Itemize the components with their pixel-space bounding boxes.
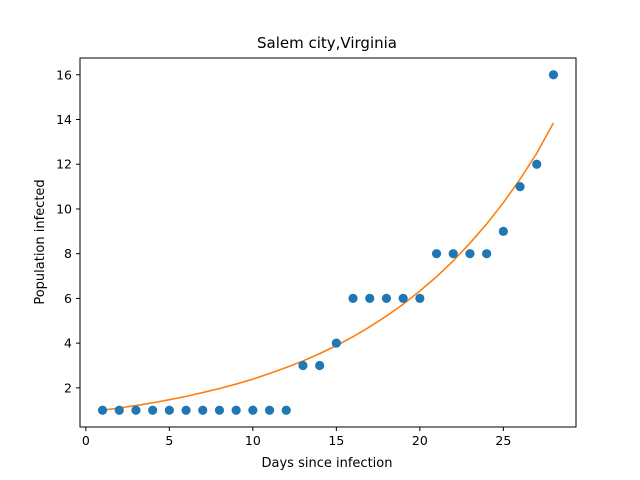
y-tick-label: 12 bbox=[56, 157, 72, 172]
data-point bbox=[148, 405, 158, 415]
data-point bbox=[548, 70, 559, 80]
x-tick-label: 20 bbox=[412, 433, 428, 448]
plot-frame bbox=[79, 57, 577, 428]
data-point bbox=[431, 249, 442, 259]
chart-title: Salem city,Virginia bbox=[257, 34, 397, 52]
y-tick-label: 8 bbox=[64, 246, 72, 261]
data-point bbox=[482, 249, 492, 259]
x-tick-label: 5 bbox=[165, 433, 173, 448]
data-point bbox=[515, 181, 525, 192]
y-tick-label: 2 bbox=[64, 380, 72, 395]
data-point bbox=[264, 405, 275, 415]
data-point bbox=[348, 293, 358, 304]
data-point bbox=[448, 249, 458, 259]
data-point bbox=[532, 159, 542, 169]
data-point bbox=[415, 293, 425, 304]
data-point bbox=[181, 405, 191, 415]
data-point bbox=[164, 405, 174, 415]
data-point bbox=[231, 405, 241, 415]
x-tick-label: 10 bbox=[245, 433, 261, 448]
y-tick-label: 10 bbox=[56, 201, 72, 216]
data-point bbox=[465, 249, 475, 259]
data-point bbox=[131, 405, 141, 415]
y-tick-label: 14 bbox=[56, 112, 72, 127]
data-point bbox=[281, 405, 291, 415]
data-point bbox=[248, 405, 258, 415]
data-point bbox=[381, 293, 392, 304]
data-point bbox=[97, 405, 108, 415]
data-point bbox=[114, 405, 124, 415]
data-point bbox=[398, 293, 408, 304]
x-axis-label: Days since infection bbox=[262, 456, 393, 471]
x-tick-label: 25 bbox=[495, 433, 511, 448]
y-axis-label: Population infected bbox=[33, 179, 48, 304]
x-tick-label: 0 bbox=[82, 433, 90, 448]
data-point bbox=[498, 226, 508, 236]
data-point bbox=[365, 293, 375, 304]
y-tick-label: 16 bbox=[56, 67, 72, 82]
data-point bbox=[331, 338, 341, 348]
fit-line bbox=[102, 122, 555, 412]
y-tick-label: 4 bbox=[64, 336, 72, 351]
data-point bbox=[198, 405, 208, 415]
plot-area: 0 5 10 15 20 25 2 4 6 8 10 12 14 16 bbox=[56, 57, 577, 448]
data-point bbox=[214, 405, 225, 415]
data-point bbox=[298, 360, 308, 371]
data-point bbox=[315, 360, 325, 371]
x-tick-label: 15 bbox=[328, 433, 344, 448]
y-tick-label: 6 bbox=[64, 291, 72, 306]
